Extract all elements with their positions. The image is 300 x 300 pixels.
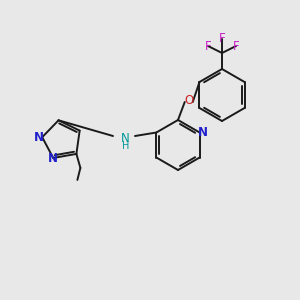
Text: N: N <box>121 131 129 145</box>
Text: F: F <box>233 40 239 52</box>
Text: N: N <box>198 126 208 139</box>
Text: N: N <box>34 131 44 144</box>
Text: F: F <box>205 40 211 52</box>
Text: H: H <box>122 141 130 151</box>
Text: N: N <box>48 152 58 166</box>
Text: O: O <box>184 94 194 106</box>
Text: F: F <box>219 32 225 46</box>
